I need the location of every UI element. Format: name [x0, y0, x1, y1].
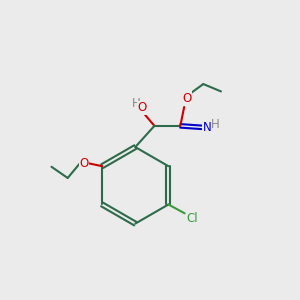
- Text: O: O: [79, 157, 88, 170]
- Text: O: O: [138, 101, 147, 114]
- Text: O: O: [182, 92, 192, 105]
- Text: H: H: [131, 97, 140, 110]
- Text: Cl: Cl: [187, 212, 198, 225]
- Text: N: N: [203, 121, 212, 134]
- Text: H: H: [211, 118, 220, 131]
